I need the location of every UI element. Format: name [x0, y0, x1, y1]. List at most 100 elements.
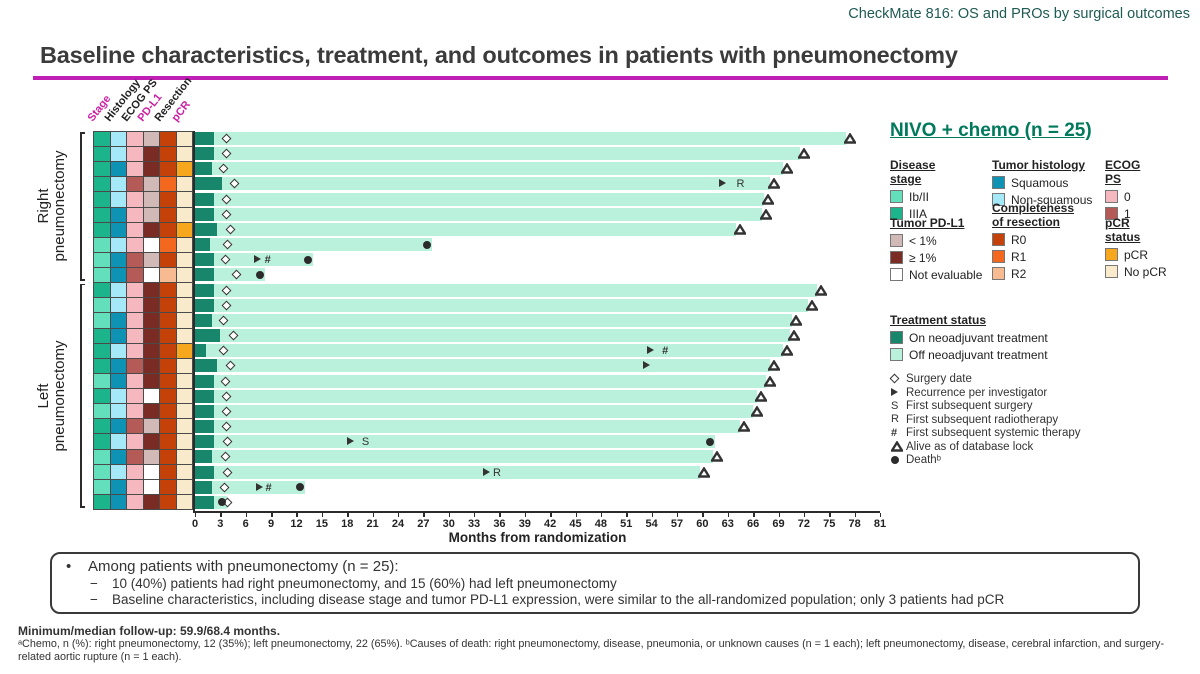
- matrix-cell-ecog: [127, 313, 143, 328]
- matrix-cell-pcr: [176, 494, 192, 509]
- group-bracket: [80, 283, 84, 509]
- axis-tick-label: 18: [341, 518, 354, 530]
- matrix-cell-histology: [110, 313, 126, 328]
- matrix-cell-ecog: [127, 373, 143, 389]
- bar-off-treatment: [195, 389, 758, 403]
- matrix-cell-ecog: [127, 464, 143, 479]
- matrix-cell-pcr: [176, 147, 192, 162]
- matrix-cell-resection: [160, 328, 176, 343]
- matrix-cell-stage: [94, 373, 110, 389]
- axis-tick: [753, 512, 755, 517]
- legend-section-title: Completeness of resection: [992, 201, 1075, 229]
- legend-swatch: [992, 176, 1005, 189]
- axis-tick-label: 12: [290, 518, 303, 530]
- matrix-cell-ecog: [127, 449, 143, 464]
- axis-tick: [448, 512, 451, 517]
- bar-off-treatment: [195, 132, 847, 145]
- matrix-cell-pdl1: [143, 268, 159, 283]
- patient-row: [195, 495, 880, 509]
- legend-item-label: < 1%: [909, 233, 937, 248]
- surgery-icon: [889, 373, 900, 384]
- legend-item-label: Non-squamous: [1011, 192, 1093, 207]
- legend-section-title: Tumor PD-L1: [890, 216, 965, 230]
- matrix-cell-ecog: [127, 358, 143, 373]
- matrix-cell-stage: [94, 313, 110, 328]
- bar-on-treatment: [195, 420, 215, 434]
- matrix-cell-stage: [94, 358, 110, 373]
- death-icon: [706, 437, 715, 446]
- bar-off-treatment: [195, 238, 432, 252]
- bar-off-treatment: [195, 207, 762, 221]
- axis-tick: [195, 512, 197, 517]
- bar-off-treatment: [195, 435, 716, 449]
- matrix-cell-pcr: [176, 479, 192, 494]
- marker-legend-icon: [889, 373, 906, 385]
- legend-item-label: Off neoadjuvant treatment: [909, 347, 1048, 362]
- legend-section-title: ECOG PS: [1105, 158, 1141, 186]
- marker-legend-icon: [890, 454, 906, 466]
- matrix-cell-pcr: [176, 449, 192, 464]
- bar-on-treatment: [195, 207, 215, 221]
- matrix-cell-histology: [110, 268, 126, 283]
- matrix-cell-pcr: [176, 313, 192, 328]
- matrix-cell-ecog: [127, 283, 143, 298]
- matrix-cell-stage: [94, 147, 110, 162]
- matrix-cell-ecog: [127, 404, 143, 419]
- bar-on-treatment: [195, 162, 212, 176]
- bar-off-treatment: [195, 192, 765, 206]
- matrix-cell-pcr: [176, 162, 192, 177]
- alive-icon: [759, 208, 772, 220]
- group-bracket: [80, 132, 84, 281]
- matrix-cell-pcr: [176, 419, 192, 434]
- bar-on-treatment: [195, 495, 214, 509]
- matrix-cell-histology: [110, 162, 126, 177]
- marker-legend-icon: [890, 440, 906, 453]
- marker-legend-label: First subsequent systemic therapy: [906, 427, 1081, 439]
- bar-on-treatment: [195, 283, 215, 297]
- matrix-cell-pcr: [176, 343, 192, 358]
- axis-tick: [854, 512, 857, 517]
- recurrence-icon: [643, 361, 651, 370]
- legend-section-stage: Disease stage Ib/II IIIA: [890, 158, 935, 224]
- axis-tick-label: 33: [467, 518, 481, 530]
- matrix-cell-resection: [160, 192, 176, 207]
- bar-on-treatment: [195, 374, 215, 388]
- matrix-cell-pcr: [176, 177, 192, 192]
- alive-icon: [780, 163, 793, 175]
- radiotherapy-icon: R: [736, 178, 745, 191]
- x-axis-line: [193, 511, 880, 513]
- legend-item: R0: [992, 233, 1074, 247]
- matrix-cell-ecog: [127, 343, 143, 358]
- legend-section-ecog: ECOG PS 0 1: [1105, 158, 1140, 224]
- x-axis-title: Months from randomization: [448, 530, 627, 545]
- axis-tick: [778, 512, 780, 517]
- alive-icon: [768, 178, 781, 190]
- matrix-cell-stage: [94, 283, 110, 298]
- matrix-cell-pcr: [176, 192, 192, 207]
- matrix-cell-resection: [160, 268, 176, 283]
- bar-on-treatment: [195, 147, 215, 161]
- marker-legend-icon: S: [890, 400, 906, 412]
- axis-tick-label: 42: [544, 518, 557, 530]
- bar-on-treatment: [195, 177, 223, 191]
- matrix-cell-resection: [160, 162, 176, 177]
- matrix-cell-stage: [94, 404, 110, 419]
- patient-row: [195, 222, 880, 236]
- footnote-text: ᵃChemo, n (%): right pneumonectomy, 12 (…: [18, 638, 1165, 663]
- matrix-cell-histology: [110, 419, 126, 434]
- axis-tick: [499, 512, 501, 517]
- patient-row: [195, 268, 880, 282]
- bar-on-treatment: [195, 238, 211, 252]
- alive-icon: [763, 375, 776, 387]
- axis-tick: [829, 512, 831, 517]
- matrix-cell-resection: [160, 298, 176, 313]
- matrix-cell-pdl1: [143, 479, 159, 494]
- marker-legend-label: Surgery date: [906, 373, 972, 385]
- axis-tick: [220, 512, 222, 517]
- matrix-cell-pcr: [176, 298, 192, 313]
- matrix-cell-pcr: [176, 358, 192, 373]
- axis-tick: [880, 512, 882, 517]
- legend-item: 1: [1105, 207, 1140, 221]
- summary-box: • Among patients with pneumonectomy (n = …: [50, 552, 1140, 614]
- legend-item-label: Ib/II: [909, 189, 930, 204]
